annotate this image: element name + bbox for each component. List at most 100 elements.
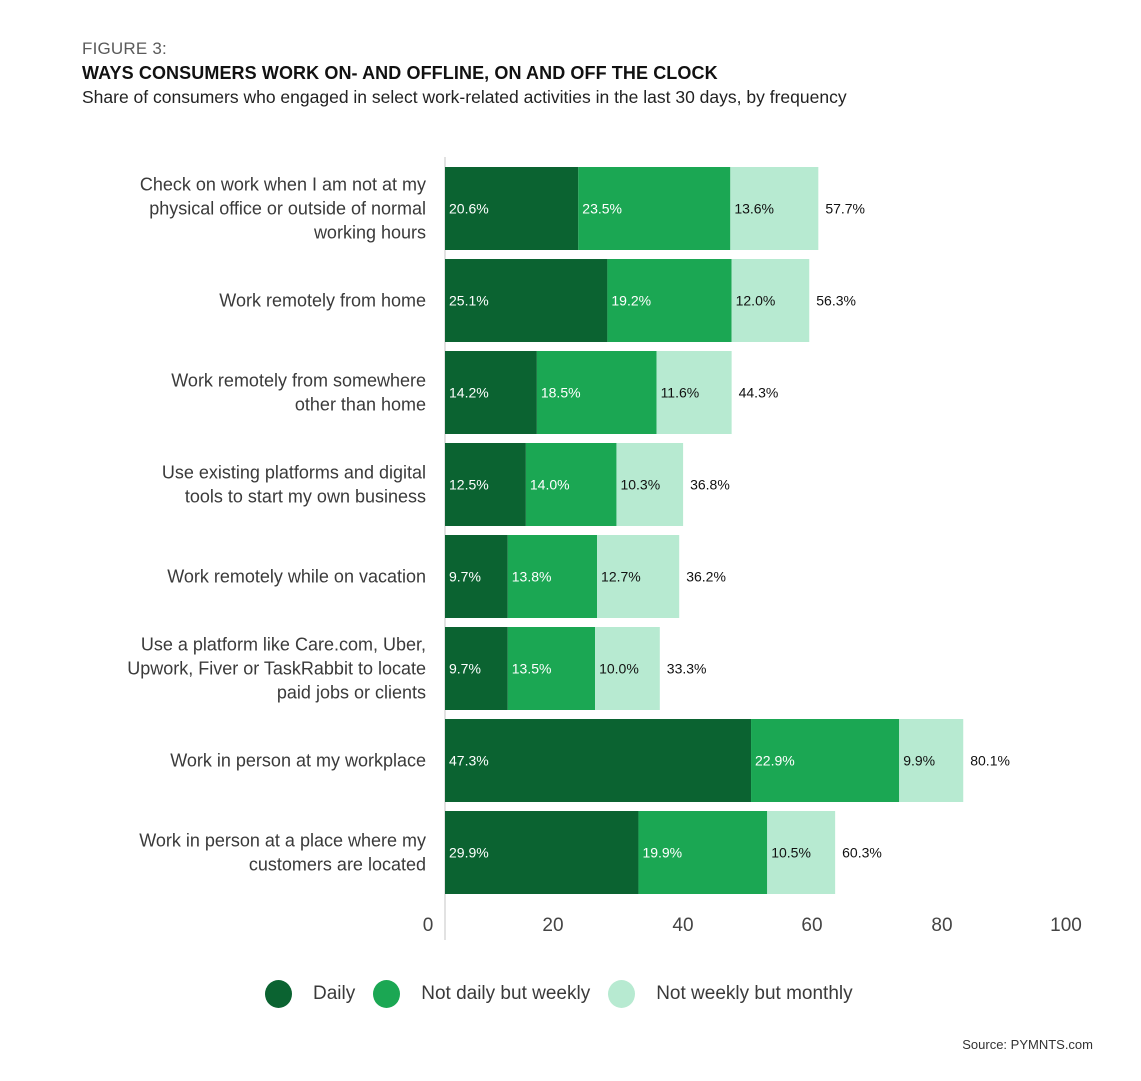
legend-item-daily: Daily — [265, 980, 355, 1008]
segment-value-label: 14.2% — [449, 385, 489, 401]
bar-segment-monthly — [767, 811, 836, 894]
total-value-label: 44.3% — [739, 385, 779, 401]
segment-value-label: 19.9% — [642, 845, 682, 861]
total-value-label: 33.3% — [667, 661, 707, 677]
category-label-line: Use existing platforms and digital — [162, 463, 426, 483]
bar-segment-weekly — [536, 351, 657, 434]
bar-segment-monthly — [597, 535, 680, 618]
segment-value-label: 13.6% — [734, 201, 774, 217]
category-label: Work remotely from somewhere other than h… — [171, 371, 426, 415]
category-label: Work in person at my workplace — [170, 751, 426, 771]
total-value-label: 60.3% — [842, 845, 882, 861]
category-label: Check on work when I am not at my physica… — [140, 175, 426, 243]
total-value-label: 80.1% — [970, 753, 1010, 769]
category-label: Use a platform like Care.com, Uber, Upwor… — [127, 635, 426, 703]
chart-subtitle: Share of consumers who engaged in select… — [82, 87, 847, 107]
bar-segment-daily — [445, 167, 579, 250]
segment-value-label: 12.5% — [449, 477, 489, 493]
category-label: Work remotely while on vacation — [167, 567, 426, 587]
segment-value-label: 29.9% — [449, 845, 489, 861]
segment-value-label: 25.1% — [449, 293, 489, 309]
bar-segment-monthly — [899, 719, 964, 802]
bars-group: Check on work when I am not at my physica… — [127, 167, 1010, 894]
legend-label-daily: Daily — [313, 983, 356, 1004]
segment-value-label: 12.0% — [736, 293, 776, 309]
x-tick-label: 100 — [1050, 915, 1082, 936]
legend-item-monthly: Not weekly but monthly — [608, 980, 853, 1008]
legend-swatch-weekly — [373, 980, 401, 1008]
bar-segment-daily — [445, 627, 508, 710]
bar-segment-monthly — [731, 259, 810, 342]
category-label-line: other than home — [295, 395, 426, 415]
segment-value-label: 10.3% — [620, 477, 660, 493]
total-value-label: 36.8% — [690, 477, 730, 493]
category-label-line: Use a platform like Care.com, Uber, — [141, 635, 426, 655]
segment-value-label: 11.6% — [661, 385, 700, 401]
source-note: Source: PYMNTS.com — [962, 1037, 1093, 1052]
segment-value-label: 10.5% — [771, 845, 811, 861]
figure-label: FIGURE 3: — [82, 39, 167, 58]
chart-title: WAYS CONSUMERS WORK ON- AND OFFLINE, ON … — [82, 63, 718, 83]
segment-value-label: 9.9% — [903, 753, 935, 769]
category-label-line: Work in person at a place where my — [139, 831, 426, 851]
legend-swatch-daily — [265, 980, 292, 1008]
bar-segment-weekly — [507, 627, 596, 710]
bar-segment-weekly — [578, 167, 731, 250]
legend-label-weekly: Not daily but weekly — [421, 983, 591, 1004]
category-label-line: paid jobs or clients — [277, 683, 426, 703]
segment-value-label: 18.5% — [541, 385, 581, 401]
category-label-line: Upwork, Fiver or TaskRabbit to locate — [127, 659, 426, 679]
segment-value-label: 20.6% — [449, 201, 489, 217]
category-label-line: tools to start my own business — [185, 487, 426, 507]
segment-value-label: 12.7% — [601, 569, 641, 585]
bar-segment-weekly — [607, 259, 732, 342]
bar-segment-monthly — [616, 443, 684, 526]
segment-value-label: 47.3% — [449, 753, 489, 769]
bar-segment-weekly — [638, 811, 768, 894]
bar-segment-weekly — [507, 535, 598, 618]
category-label-line: physical office or outside of normal — [149, 199, 426, 219]
category-label-line: Work in person at my workplace — [170, 751, 426, 771]
segment-value-label: 13.5% — [512, 661, 552, 677]
category-label-line: Check on work when I am not at my — [140, 175, 426, 195]
category-label: Work in person at a place where my custom… — [139, 831, 426, 875]
bar-segment-weekly — [525, 443, 617, 526]
legend-item-weekly: Not daily but weekly — [373, 980, 590, 1008]
category-label: Work remotely from home — [219, 291, 426, 311]
bar-segment-daily — [445, 811, 639, 894]
x-axis-ticks: 0 20 40 60 80 100 — [423, 915, 1082, 936]
bar-segment-monthly — [595, 627, 660, 710]
x-tick-label: 80 — [931, 915, 952, 936]
segment-value-label: 14.0% — [530, 477, 570, 493]
bar-segment-daily — [445, 351, 537, 434]
category-label-line: Work remotely while on vacation — [167, 567, 426, 587]
category-label-line: Work remotely from home — [219, 291, 426, 311]
bar-segment-monthly — [730, 167, 819, 250]
legend-label-monthly: Not weekly but monthly — [656, 983, 853, 1004]
x-tick-label: 60 — [801, 915, 822, 936]
segment-value-label: 19.2% — [611, 293, 651, 309]
x-tick-label: 20 — [542, 915, 563, 936]
segment-value-label: 23.5% — [582, 201, 622, 217]
stacked-bar-chart: Check on work when I am not at my physica… — [127, 157, 1082, 940]
total-value-label: 57.7% — [825, 201, 865, 217]
segment-value-label: 9.7% — [449, 661, 481, 677]
bar-segment-weekly — [751, 719, 900, 802]
x-tick-label: 0 — [423, 915, 434, 936]
segment-value-label: 9.7% — [449, 569, 481, 585]
category-label: Use existing platforms and digital tools … — [162, 463, 426, 507]
category-label-line: Work remotely from somewhere — [171, 371, 426, 391]
bar-segment-monthly — [656, 351, 732, 434]
bar-segment-daily — [445, 259, 608, 342]
total-value-label: 36.2% — [686, 569, 726, 585]
category-label-line: working hours — [313, 223, 426, 243]
segment-value-label: 22.9% — [755, 753, 795, 769]
category-label-line: customers are located — [249, 855, 426, 875]
bar-segment-daily — [445, 443, 526, 526]
legend-swatch-monthly — [608, 980, 636, 1008]
bar-segment-daily — [445, 719, 752, 802]
segment-value-label: 10.0% — [599, 661, 639, 677]
bar-segment-daily — [445, 535, 508, 618]
x-tick-label: 40 — [672, 915, 693, 936]
segment-value-label: 13.8% — [512, 569, 552, 585]
